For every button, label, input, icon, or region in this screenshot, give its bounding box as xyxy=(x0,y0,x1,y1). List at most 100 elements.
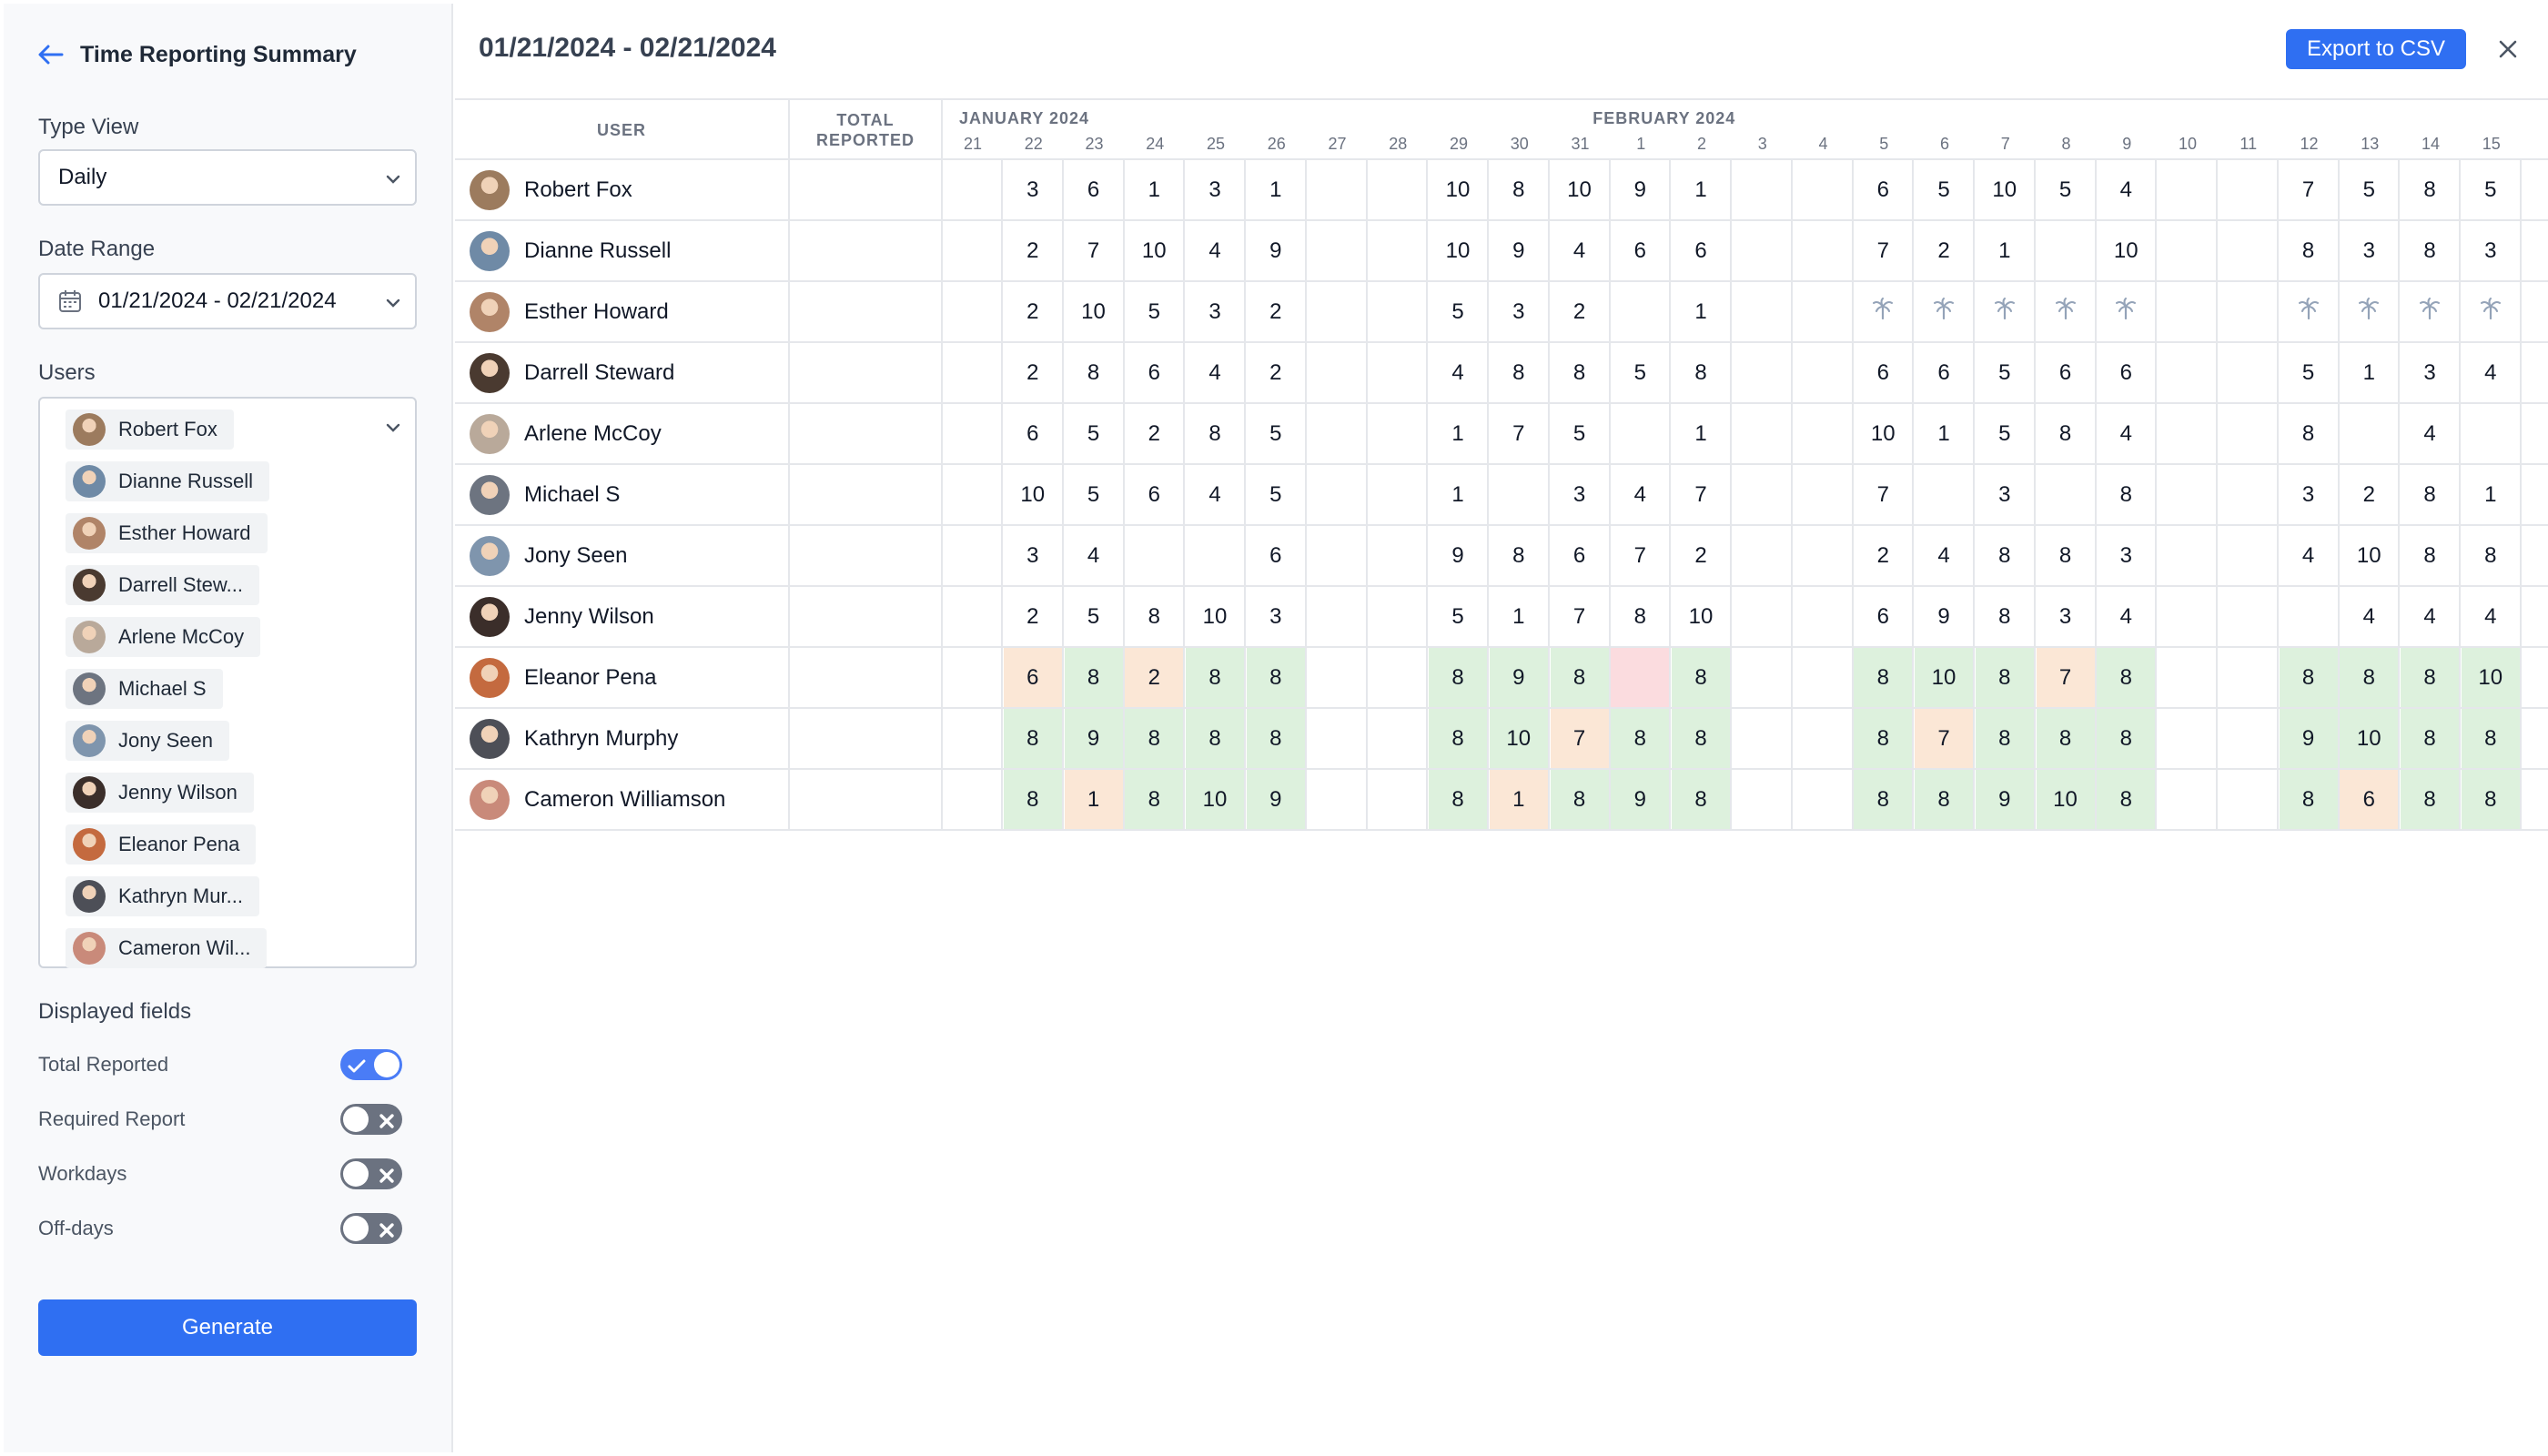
chevron-down-icon[interactable] xyxy=(384,419,402,441)
day-cell: 2 xyxy=(2340,465,2401,524)
day-cell: 6 xyxy=(1551,526,1611,585)
hours-value: 5 xyxy=(1572,420,1586,446)
hours-value: 8 xyxy=(1512,542,1525,568)
day-cell: 8 xyxy=(1429,709,1489,768)
hours-value: 8 xyxy=(2484,725,2497,751)
day-cell xyxy=(2158,709,2218,768)
user-chip[interactable]: Dianne Russell xyxy=(66,461,269,501)
day-cell: 10 xyxy=(2461,648,2522,707)
user-name: Arlene McCoy xyxy=(524,420,662,446)
day-cell: 7 xyxy=(1915,709,1975,768)
day-header: 21 xyxy=(963,135,983,153)
hours-value: 8 xyxy=(2058,420,2072,446)
total-reported-cell xyxy=(790,709,943,768)
avatar xyxy=(73,517,106,550)
day-cell: 4 xyxy=(1915,526,1975,585)
user-chip[interactable]: Esther Howard xyxy=(66,513,268,553)
day-cell: 7 xyxy=(2036,648,2097,707)
hours-value: 8 xyxy=(1087,359,1100,385)
avatar xyxy=(73,880,106,913)
type-view-label: Type View xyxy=(38,115,139,139)
day-cell xyxy=(1490,465,1550,524)
day-cell: 2 xyxy=(1854,526,1915,585)
day-cell: 8 xyxy=(2462,526,2522,585)
day-cell xyxy=(943,221,1003,280)
user-chip-label: Arlene McCoy xyxy=(118,625,245,648)
hours-value: 4 xyxy=(1633,481,1646,507)
back-arrow-icon[interactable] xyxy=(36,40,66,69)
hours-value: 10 xyxy=(1567,177,1592,202)
toggle-switch[interactable] xyxy=(340,1104,402,1135)
user-chip-label: Robert Fox xyxy=(118,418,217,440)
user-chip[interactable]: Darrell Stew... xyxy=(66,565,259,605)
hours-value: 2 xyxy=(1026,603,1039,629)
hours-value: 3 xyxy=(1998,481,2011,507)
day-cell xyxy=(2219,282,2279,341)
day-cell: 8 xyxy=(2037,404,2097,463)
hours-value: 6 xyxy=(1148,481,1160,507)
user-chip[interactable]: Michael S xyxy=(66,669,223,709)
day-cell: 10 xyxy=(1065,282,1125,341)
user-name: Jony Seen xyxy=(524,542,628,568)
day-cell: 3 xyxy=(2037,587,2097,646)
export-csv-button[interactable]: Export to CSV xyxy=(2286,29,2466,69)
off-day-cell xyxy=(2097,282,2158,341)
hours-value: 1 xyxy=(1512,786,1525,812)
hours-value: 8 xyxy=(1998,542,2011,568)
user-chip[interactable]: Jenny Wilson xyxy=(66,773,254,813)
day-cell: 2 xyxy=(1004,282,1064,341)
user-chip[interactable]: Eleanor Pena xyxy=(66,824,257,864)
avatar xyxy=(73,672,106,705)
day-cell: 1 xyxy=(1064,770,1125,829)
day-cell: 4 xyxy=(1611,465,1672,524)
day-cell: 8 xyxy=(1550,770,1611,829)
day-cell xyxy=(1368,404,1429,463)
hours-value: 8 xyxy=(2423,725,2436,751)
close-icon[interactable] xyxy=(2493,35,2523,64)
day-cell xyxy=(1308,282,1368,341)
sidebar-title: Time Reporting Summary xyxy=(80,41,357,67)
day-cell: 8 xyxy=(1854,770,1915,829)
day-cell: 9 xyxy=(1611,160,1672,219)
date-range-select[interactable]: 01/21/2024 - 02/21/2024 xyxy=(38,273,417,329)
toggle-switch[interactable] xyxy=(340,1049,402,1080)
day-cell: 6 xyxy=(2340,770,2401,829)
hours-value: 10 xyxy=(2478,664,2503,690)
palm-tree-icon xyxy=(2480,298,2501,326)
hours-value: 4 xyxy=(1937,542,1950,568)
user-chip[interactable]: Robert Fox xyxy=(66,410,234,450)
user-chip[interactable]: Jony Seen xyxy=(66,721,229,761)
day-cell: 2 xyxy=(1247,282,1307,341)
hours-value: 3 xyxy=(2423,359,2436,385)
toggle-switch[interactable] xyxy=(340,1213,402,1244)
users-multiselect[interactable]: Robert Fox Dianne Russell Esther Howard Dar… xyxy=(38,397,417,968)
day-cell xyxy=(1308,526,1368,585)
type-view-select[interactable]: Daily xyxy=(38,149,417,206)
hours-value: 10 xyxy=(1202,786,1228,812)
user-chip[interactable]: Arlene McCoy xyxy=(66,617,261,657)
hours-value: 2 xyxy=(1694,542,1707,568)
table-row: Michael S 10 5 6 4 5 1 3 4 7 7 3 8 3 2 8 1 xyxy=(455,465,2548,526)
generate-button[interactable]: Generate xyxy=(38,1299,417,1356)
hours-value: 2 xyxy=(1572,298,1586,324)
user-name: Darrell Steward xyxy=(524,359,675,385)
day-header: 29 xyxy=(1449,135,1469,153)
user-chip[interactable]: Kathryn Mur... xyxy=(66,876,259,916)
toggle-switch[interactable] xyxy=(340,1158,402,1189)
hours-value: 8 xyxy=(1998,664,2011,690)
user-chip[interactable]: Cameron Wil... xyxy=(66,928,268,968)
chevron-down-icon xyxy=(384,169,402,195)
day-cell xyxy=(1308,343,1368,402)
day-cell xyxy=(1794,221,1854,280)
total-reported-cell xyxy=(790,587,943,646)
day-cell xyxy=(2158,221,2218,280)
hours-value: 6 xyxy=(1633,238,1646,263)
hours-value: 6 xyxy=(1937,359,1950,385)
hours-value: 10 xyxy=(1202,603,1228,629)
day-cell: 3 xyxy=(1551,465,1611,524)
hours-value: 8 xyxy=(2119,725,2132,751)
day-cell xyxy=(1611,404,1672,463)
day-cell: 4 xyxy=(2340,587,2401,646)
day-cell: 2 xyxy=(1915,221,1975,280)
hours-value: 2 xyxy=(1937,238,1950,263)
